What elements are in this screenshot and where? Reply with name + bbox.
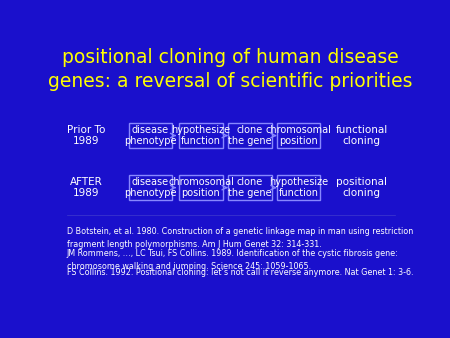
Text: fragment length polymorphisms. Am J Hum Genet 32: 314-331.: fragment length polymorphisms. Am J Hum … <box>67 240 321 249</box>
FancyBboxPatch shape <box>179 123 223 148</box>
FancyBboxPatch shape <box>129 123 172 148</box>
FancyBboxPatch shape <box>228 123 272 148</box>
Text: positional
cloning: positional cloning <box>336 177 387 198</box>
Text: chromosome walking and jumping. Science 245: 1059-1065.: chromosome walking and jumping. Science … <box>67 262 311 271</box>
FancyBboxPatch shape <box>277 175 320 200</box>
FancyBboxPatch shape <box>129 175 172 200</box>
Text: chromosomal
position: chromosomal position <box>168 177 234 198</box>
FancyBboxPatch shape <box>179 175 223 200</box>
Text: disease
phenotype: disease phenotype <box>124 177 177 198</box>
Text: hypothesize
function: hypothesize function <box>269 177 328 198</box>
Text: Prior To
1989: Prior To 1989 <box>67 125 105 146</box>
Text: hypothesize
function: hypothesize function <box>171 125 230 146</box>
Text: chromosomal
position: chromosomal position <box>266 125 332 146</box>
Text: FS Collins. 1992. Positional cloning: let’s not call it reverse anymore. Nat Gen: FS Collins. 1992. Positional cloning: le… <box>67 268 413 277</box>
Text: D Botstein, et al. 1980. Construction of a genetic linkage map in man using rest: D Botstein, et al. 1980. Construction of… <box>67 227 413 236</box>
Text: JM Rommens, …, LC Tsui, FS Collins. 1989. Identification of the cystic fibrosis : JM Rommens, …, LC Tsui, FS Collins. 1989… <box>67 249 398 258</box>
Text: AFTER
1989: AFTER 1989 <box>69 177 102 198</box>
Text: clone
the gene: clone the gene <box>228 125 272 146</box>
FancyBboxPatch shape <box>277 123 320 148</box>
Text: clone
the gene: clone the gene <box>228 177 272 198</box>
Text: disease
phenotype: disease phenotype <box>124 125 177 146</box>
Text: functional
cloning: functional cloning <box>335 125 387 146</box>
Text: positional cloning of human disease
genes: a reversal of scientific priorities: positional cloning of human disease gene… <box>49 48 413 91</box>
FancyBboxPatch shape <box>228 175 272 200</box>
